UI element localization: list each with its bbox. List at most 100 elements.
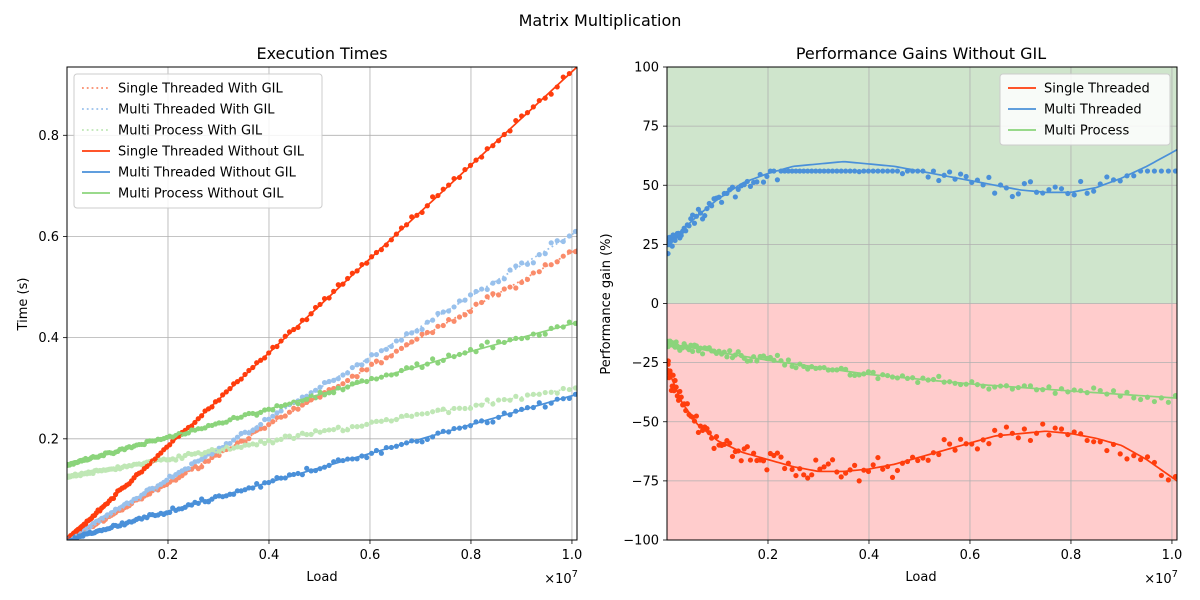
data-point xyxy=(388,343,394,350)
data-point xyxy=(774,177,781,183)
data-point xyxy=(274,414,280,421)
data-point xyxy=(566,249,572,255)
data-point xyxy=(462,405,468,412)
data-point xyxy=(456,298,463,304)
data-point xyxy=(747,457,754,463)
legend-label: Multi Process With GIL xyxy=(118,124,263,139)
data-point xyxy=(946,441,953,447)
data-point xyxy=(865,468,872,475)
data-point xyxy=(490,419,496,425)
data-point xyxy=(312,387,319,393)
data-point xyxy=(1158,472,1164,479)
data-point xyxy=(797,168,803,174)
data-point xyxy=(1151,398,1158,405)
data-point xyxy=(673,339,679,345)
data-point xyxy=(801,168,807,174)
data-point xyxy=(1015,191,1021,197)
x-tick-label: 0.6 xyxy=(360,548,381,563)
data-point xyxy=(880,168,886,174)
data-point xyxy=(843,168,849,174)
data-point xyxy=(1015,435,1021,441)
chart-title: Execution Times xyxy=(256,44,387,63)
data-point xyxy=(925,174,931,180)
data-point xyxy=(925,457,931,463)
data-point xyxy=(727,348,733,354)
data-point xyxy=(1046,187,1052,193)
data-point xyxy=(1084,437,1090,444)
data-point xyxy=(484,339,490,345)
data-point xyxy=(724,354,730,360)
data-point xyxy=(1071,192,1077,198)
series-line xyxy=(67,393,577,540)
data-point xyxy=(789,466,795,473)
data-point xyxy=(946,169,953,175)
data-point xyxy=(875,168,881,174)
data-point xyxy=(1058,426,1065,432)
data-point xyxy=(340,381,346,387)
data-point xyxy=(554,390,560,396)
y-tick-label: −75 xyxy=(632,474,659,489)
data-point xyxy=(1003,424,1010,430)
data-point xyxy=(1084,190,1090,196)
data-point xyxy=(969,379,975,385)
series-line xyxy=(67,230,577,540)
data-point xyxy=(364,260,370,266)
data-point xyxy=(1172,393,1177,399)
data-point xyxy=(880,466,886,472)
data-point xyxy=(456,314,463,320)
data-point xyxy=(735,349,741,355)
data-point xyxy=(312,428,319,434)
data-point xyxy=(282,433,288,439)
data-point xyxy=(513,263,519,269)
data-point xyxy=(889,168,896,174)
data-point xyxy=(403,331,410,337)
series-line xyxy=(67,67,577,540)
data-point xyxy=(704,425,710,432)
data-point xyxy=(414,411,420,417)
data-point xyxy=(735,186,741,192)
data-point xyxy=(1027,383,1034,389)
data-point xyxy=(359,423,365,429)
data-point xyxy=(1021,426,1027,432)
data-point xyxy=(793,365,799,371)
data-point xyxy=(430,194,436,200)
data-point xyxy=(754,179,760,185)
data-point xyxy=(1021,181,1027,187)
data-point xyxy=(767,354,773,361)
data-point xyxy=(941,436,947,443)
data-point xyxy=(693,413,700,419)
data-point xyxy=(1058,186,1065,192)
data-point xyxy=(209,404,215,410)
x-tick-label: 1.0 xyxy=(1162,548,1183,563)
data-point xyxy=(754,358,760,364)
data-point xyxy=(1124,389,1130,395)
data-point xyxy=(223,440,229,447)
plot-area xyxy=(67,67,577,540)
data-point xyxy=(446,352,452,358)
data-point xyxy=(899,171,906,177)
data-point xyxy=(695,429,702,436)
x-tick-label: 0.8 xyxy=(461,548,482,563)
data-point xyxy=(1052,184,1058,190)
data-point xyxy=(536,252,542,258)
data-point xyxy=(684,401,690,407)
data-point xyxy=(865,369,872,375)
data-point xyxy=(495,279,502,285)
data-point xyxy=(304,431,310,438)
data-point xyxy=(821,168,827,174)
data-point xyxy=(861,168,867,174)
data-point xyxy=(856,169,862,175)
y-tick-label: −100 xyxy=(623,534,659,549)
data-point xyxy=(825,168,831,174)
data-point xyxy=(870,369,876,375)
data-point xyxy=(915,457,921,464)
data-point xyxy=(747,358,754,364)
data-point xyxy=(667,250,671,257)
data-point xyxy=(560,385,566,392)
data-point xyxy=(870,168,876,174)
data-point xyxy=(548,262,554,268)
y-tick-label: 0.2 xyxy=(38,432,59,447)
data-point xyxy=(774,450,781,456)
data-point xyxy=(1091,385,1097,391)
